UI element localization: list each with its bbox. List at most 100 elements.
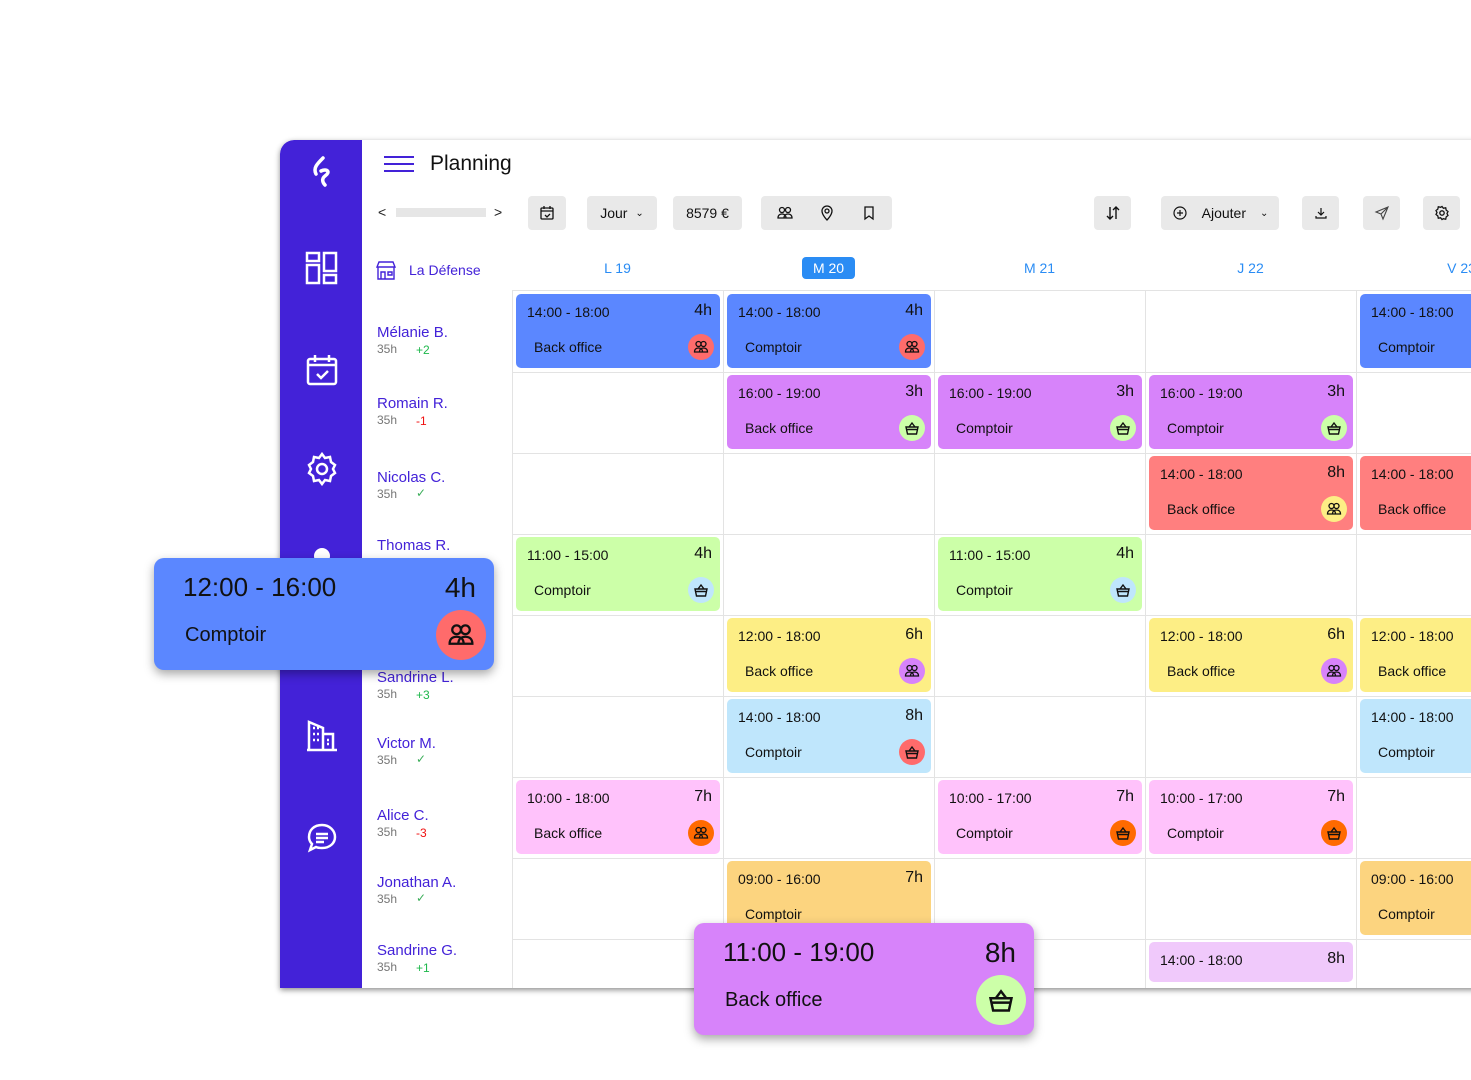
download-button[interactable]: [1302, 196, 1339, 230]
shift-duration: 7h: [905, 869, 923, 886]
shift-time: 09:00 - 16:00: [1371, 871, 1454, 887]
shift-duration: 6h: [1327, 626, 1345, 643]
shift-block[interactable]: 14:00 - 18:00 8h: [1149, 942, 1353, 982]
hours-delta: +2: [416, 343, 430, 357]
shift-block[interactable]: 14:00 - 18:00 4h Back office: [516, 294, 720, 368]
shift-block[interactable]: 12:00 - 18:00 6h Back office: [727, 618, 931, 692]
row-divider: [512, 777, 1471, 778]
shift-block[interactable]: 10:00 - 17:00 7h Comptoir: [938, 780, 1142, 854]
chat-icon[interactable]: [305, 821, 339, 855]
page-title: Planning: [430, 152, 512, 175]
basket-icon: [1321, 820, 1347, 846]
building-icon[interactable]: [305, 718, 339, 752]
plus-circle-icon: [1173, 206, 1187, 220]
day-header[interactable]: V 23: [1356, 260, 1471, 276]
sort-button[interactable]: [1094, 196, 1131, 230]
shift-block[interactable]: 16:00 - 19:00 3h Back office: [727, 375, 931, 449]
shift-block[interactable]: 10:00 - 17:00 7h Comptoir: [1149, 780, 1353, 854]
dashboard-icon[interactable]: [305, 251, 339, 285]
shift-block[interactable]: 16:00 - 19:00 3h Comptoir: [1149, 375, 1353, 449]
shift-time: 11:00 - 19:00: [723, 937, 875, 967]
store-icon: [375, 261, 397, 280]
shift-role: Comptoir: [956, 582, 1013, 598]
chevron-down-icon: ⌄: [1259, 207, 1269, 219]
employee-name: Thomas R.: [377, 537, 451, 554]
shift-block[interactable]: 09:00 - 16:00 Comptoir: [1360, 861, 1471, 935]
people-icon: [1321, 658, 1347, 684]
settings-icon[interactable]: [305, 451, 339, 487]
employee-name: Victor M.: [377, 735, 436, 752]
calendar-icon[interactable]: [305, 353, 339, 387]
shift-role: Back office: [745, 420, 814, 436]
date-range[interactable]: [396, 208, 486, 217]
shift-role: Comptoir: [1167, 825, 1224, 841]
amount-badge: 8579 €: [673, 196, 742, 230]
employee-name: Sandrine L.: [377, 669, 454, 686]
shift-role: Comptoir: [1378, 744, 1435, 760]
shift-role: Comptoir: [745, 339, 802, 355]
shift-block[interactable]: 10:00 - 18:00 7h Back office: [516, 780, 720, 854]
send-icon: [1374, 205, 1389, 221]
shift-block[interactable]: 11:00 - 15:00 4h Comptoir: [516, 537, 720, 611]
shift-duration: 8h: [1327, 464, 1345, 481]
employee-name: Jonathan A.: [377, 874, 457, 891]
shift-block[interactable]: 12:00 - 18:00 Back office: [1360, 618, 1471, 692]
basket-icon: [899, 739, 925, 765]
view-select[interactable]: Jour ⌄: [587, 196, 657, 230]
shift-drag-preview[interactable]: 11:00 - 19:00 8h Back office: [694, 923, 1034, 1035]
menu-icon[interactable]: [384, 156, 414, 172]
people-icon: [436, 610, 486, 660]
people-icon[interactable]: [776, 205, 793, 221]
add-button[interactable]: Ajouter ⌄: [1161, 196, 1279, 230]
shift-block[interactable]: 14:00 - 18:00 Back office: [1360, 456, 1471, 530]
shift-block[interactable]: 11:00 - 15:00 4h Comptoir: [938, 537, 1142, 611]
send-button[interactable]: [1363, 196, 1400, 230]
shift-block[interactable]: 16:00 - 19:00 3h Comptoir: [938, 375, 1142, 449]
shift-time: 09:00 - 16:00: [738, 871, 821, 887]
shift-duration: 4h: [694, 302, 712, 319]
row-divider: [512, 615, 1471, 616]
shift-duration: 7h: [1116, 788, 1134, 805]
basket-icon: [899, 415, 925, 441]
day-label: V 23: [1447, 260, 1471, 276]
people-icon: [899, 658, 925, 684]
logo-icon[interactable]: [305, 154, 339, 188]
shift-role: Back office: [725, 989, 823, 1011]
settings-button[interactable]: [1423, 196, 1460, 230]
next-button[interactable]: >: [494, 204, 503, 220]
shift-block[interactable]: 14:00 - 18:00 4h Comptoir: [727, 294, 931, 368]
shift-block[interactable]: 14:00 - 18:00 Comptoir: [1360, 699, 1471, 773]
shift-block[interactable]: 14:00 - 18:00 8h Back office: [1149, 456, 1353, 530]
column-divider: [723, 291, 724, 988]
shift-time: 14:00 - 18:00: [738, 709, 821, 725]
row-divider: [512, 696, 1471, 697]
shift-duration: 7h: [1327, 788, 1345, 805]
calendar-picker-button[interactable]: [528, 196, 566, 230]
shift-time: 11:00 - 15:00: [949, 547, 1031, 563]
prev-button[interactable]: <: [378, 204, 387, 220]
shift-block[interactable]: 14:00 - 18:00 Comptoir: [1360, 294, 1471, 368]
shift-time: 10:00 - 17:00: [949, 790, 1032, 806]
shift-block[interactable]: 14:00 - 18:00 8h Comptoir: [727, 699, 931, 773]
sort-icon: [1106, 206, 1119, 220]
shift-duration: 4h: [444, 572, 476, 603]
day-header[interactable]: M 21: [934, 260, 1145, 276]
location-icon[interactable]: [819, 205, 835, 221]
day-header[interactable]: J 22: [1145, 260, 1356, 276]
column-divider: [1145, 291, 1146, 988]
shift-role: Back office: [1167, 501, 1236, 517]
shift-duration: 7h: [694, 788, 712, 805]
site-selector[interactable]: La Défense: [375, 260, 481, 280]
day-header[interactable]: M 20: [723, 257, 934, 279]
bookmark-icon[interactable]: [861, 205, 877, 221]
shift-role: Comptoir: [1378, 906, 1435, 922]
check-icon: ✓: [416, 486, 427, 500]
row-divider: [512, 858, 1471, 859]
shift-block[interactable]: 12:00 - 18:00 6h Back office: [1149, 618, 1353, 692]
shift-time: 16:00 - 19:00: [949, 385, 1032, 401]
check-icon: ✓: [416, 752, 427, 766]
day-header[interactable]: L 19: [512, 260, 723, 276]
shift-role: Back office: [534, 339, 603, 355]
shift-block[interactable]: 09:00 - 16:00 7h Comptoir: [727, 861, 931, 935]
shift-drag-preview[interactable]: 12:00 - 16:00 4h Comptoir: [154, 558, 494, 670]
